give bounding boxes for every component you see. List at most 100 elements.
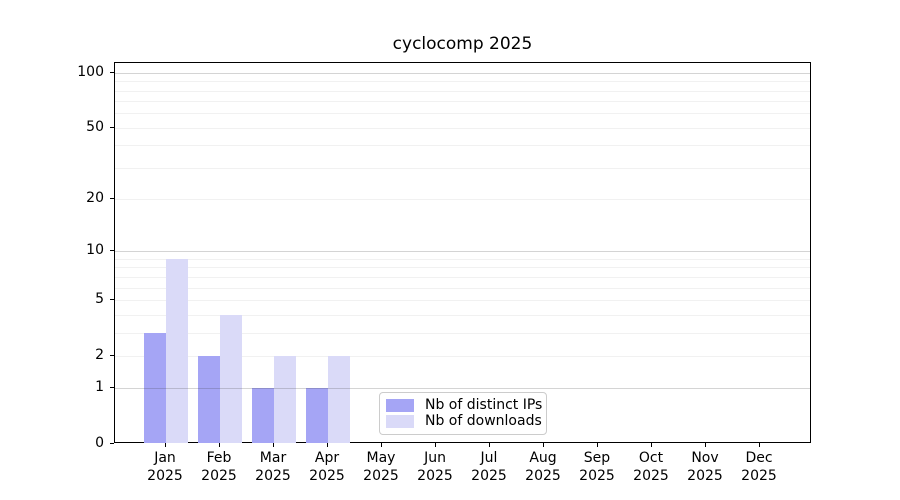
x-tick-label: Mar 2025 (243, 449, 303, 485)
x-tick-label: Dec 2025 (729, 449, 789, 485)
x-tick-mark (165, 443, 166, 447)
y-tick-mark (110, 387, 114, 389)
minor-gridline (115, 101, 810, 103)
x-tick-label: Sep 2025 (567, 449, 627, 485)
y-tick-mark (110, 298, 114, 300)
x-tick-year: 2025 (525, 468, 561, 484)
minor-gridline (115, 299, 810, 301)
x-tick-month: Dec (745, 450, 773, 466)
x-tick-month: Oct (638, 450, 664, 466)
y-tick-mark (110, 354, 114, 356)
chart-title: cyclocomp 2025 (392, 34, 533, 54)
x-tick-month: Mar (259, 450, 287, 466)
bar-downloads (274, 355, 296, 443)
plot-area (114, 62, 811, 443)
legend: Nb of distinct IPs Nb of downloads (379, 392, 547, 435)
y-tick-mark (110, 443, 114, 444)
minor-gridline (115, 276, 810, 278)
minor-gridline (115, 113, 810, 115)
x-tick-month: Jul (480, 450, 498, 466)
y-tick-mark (110, 198, 114, 200)
x-tick-year: 2025 (201, 468, 237, 484)
minor-gridline (115, 81, 810, 83)
legend-label-distinct-ips: Nb of distinct IPs (425, 397, 543, 413)
x-tick-month: Aug (529, 450, 557, 466)
x-tick-mark (705, 443, 706, 447)
x-tick-mark (489, 443, 490, 447)
x-tick-mark (435, 443, 436, 447)
x-tick-mark (219, 443, 220, 447)
x-tick-month: Nov (691, 450, 719, 466)
x-tick-label: Apr 2025 (297, 449, 357, 485)
legend-swatch-distinct-ips (386, 399, 414, 412)
minor-gridline (115, 332, 810, 334)
minor-gridline (115, 90, 810, 92)
x-tick-year: 2025 (363, 468, 399, 484)
x-tick-month: Sep (583, 450, 611, 466)
y-tick-mark (110, 126, 114, 128)
minor-gridline (115, 355, 810, 357)
bar-distinct-ips (198, 355, 220, 443)
x-tick-month: Jan (154, 450, 176, 466)
minor-gridline (115, 127, 810, 129)
major-gridline (115, 388, 810, 390)
x-tick-mark (273, 443, 274, 447)
minor-gridline (115, 167, 810, 169)
x-tick-month: Apr (314, 450, 340, 466)
major-gridline (115, 251, 810, 253)
legend-item-downloads: Nb of downloads (386, 414, 542, 429)
y-tick-label: 20 (86, 190, 104, 207)
y-tick-label: 10 (86, 242, 104, 259)
x-tick-label: Jul 2025 (459, 449, 519, 485)
x-tick-mark (759, 443, 760, 447)
bar-distinct-ips (252, 388, 274, 443)
y-tick-label: 0 (95, 435, 104, 451)
legend-item-distinct-ips: Nb of distinct IPs (386, 398, 542, 413)
bar-distinct-ips (306, 388, 328, 443)
x-tick-year: 2025 (633, 468, 669, 484)
x-tick-label: May 2025 (351, 449, 411, 485)
legend-label-downloads: Nb of downloads (425, 413, 542, 429)
x-tick-label: Jan 2025 (135, 449, 195, 485)
x-tick-month: May (366, 450, 396, 466)
bar-downloads (328, 355, 350, 443)
y-tick-label: 100 (77, 63, 104, 80)
y-tick-label: 1 (95, 379, 104, 396)
x-tick-mark (597, 443, 598, 447)
x-tick-month: Jun (424, 450, 446, 466)
major-gridline (115, 72, 810, 74)
bar-downloads (220, 314, 242, 443)
x-tick-year: 2025 (255, 468, 291, 484)
x-tick-label: Oct 2025 (621, 449, 681, 485)
minor-gridline (115, 258, 810, 260)
x-tick-year: 2025 (687, 468, 723, 484)
x-tick-mark (651, 443, 652, 447)
minor-gridline (115, 287, 810, 289)
x-tick-year: 2025 (309, 468, 345, 484)
x-tick-label: Aug 2025 (513, 449, 573, 485)
y-tick-label: 50 (86, 118, 104, 135)
x-tick-month: Feb (206, 450, 232, 466)
minor-gridline (115, 314, 810, 316)
minor-gridline (115, 199, 810, 201)
y-tick-mark (110, 250, 114, 252)
x-tick-label: Nov 2025 (675, 449, 735, 485)
y-tick-mark (110, 71, 114, 73)
minor-gridline (115, 145, 810, 147)
x-tick-year: 2025 (417, 468, 453, 484)
x-tick-mark (327, 443, 328, 447)
x-tick-year: 2025 (147, 468, 183, 484)
y-tick-label: 5 (95, 290, 104, 307)
y-tick-label: 2 (95, 346, 104, 363)
minor-gridline (115, 267, 810, 269)
x-tick-year: 2025 (471, 468, 507, 484)
x-tick-label: Jun 2025 (405, 449, 465, 485)
x-tick-year: 2025 (579, 468, 615, 484)
bar-downloads (166, 258, 188, 443)
x-tick-mark (381, 443, 382, 447)
legend-swatch-downloads (386, 415, 414, 428)
x-tick-label: Feb 2025 (189, 449, 249, 485)
x-tick-mark (543, 443, 544, 447)
bar-distinct-ips (144, 332, 166, 443)
